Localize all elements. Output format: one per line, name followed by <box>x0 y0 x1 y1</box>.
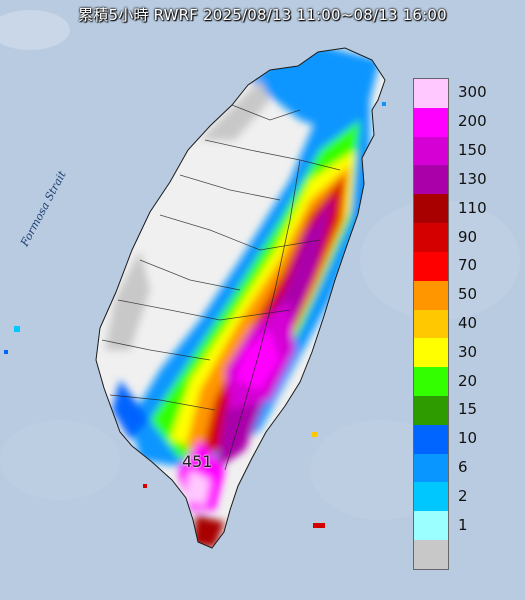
legend-swatch <box>414 194 448 224</box>
map-title: 累積5小時 RWRF 2025/08/13 11:00~08/13 16:00 <box>78 6 447 24</box>
taiwan-coastline <box>95 47 386 549</box>
legend-label: 50 <box>458 285 478 304</box>
legend-swatch <box>414 165 448 195</box>
legend-label: 70 <box>458 256 478 275</box>
legend-labels: 300 200 150 130 110 90 70 50 40 30 20 15 10 6 2 1 <box>458 78 518 570</box>
legend-label: 6 <box>458 458 468 477</box>
legend-label: 130 <box>458 169 487 188</box>
legend-label: 20 <box>458 371 478 390</box>
legend-swatch <box>414 79 448 108</box>
legend-swatch <box>414 107 448 137</box>
legend-swatch <box>414 251 448 281</box>
legend-label: 15 <box>458 400 478 419</box>
legend-swatch <box>414 482 448 512</box>
legend-label: 1 <box>458 515 468 534</box>
offshore-cell <box>313 523 325 528</box>
legend-swatch <box>414 223 448 252</box>
offshore-cell <box>14 326 20 332</box>
legend-swatch <box>414 511 448 540</box>
legend-swatch <box>414 136 448 166</box>
legend-label: 150 <box>458 141 487 160</box>
rainfall-shading <box>105 48 380 548</box>
legend-label: 110 <box>458 198 487 217</box>
legend-swatch <box>414 367 448 396</box>
offshore-cell <box>312 432 317 437</box>
offshore-cell <box>382 102 386 106</box>
offshore-cell <box>143 484 147 488</box>
legend-label: 10 <box>458 429 478 448</box>
legend-swatch <box>414 540 448 569</box>
legend-swatch <box>414 309 448 339</box>
max-value-label: 451 <box>182 452 213 471</box>
legend-swatch <box>414 338 448 368</box>
legend-swatch <box>414 453 448 483</box>
legend-label: 90 <box>458 227 478 246</box>
legend-color-bar <box>413 78 449 570</box>
legend-label: 200 <box>458 112 487 131</box>
legend-label: 30 <box>458 342 478 361</box>
offshore-cell <box>4 350 8 354</box>
legend-swatch <box>414 280 448 310</box>
county-boundaries <box>101 104 341 471</box>
legend-swatch <box>414 395 448 425</box>
legend-label: 300 <box>458 83 487 102</box>
legend-swatch <box>414 424 448 454</box>
legend-label: 40 <box>458 314 478 332</box>
legend-label: 2 <box>458 486 468 505</box>
